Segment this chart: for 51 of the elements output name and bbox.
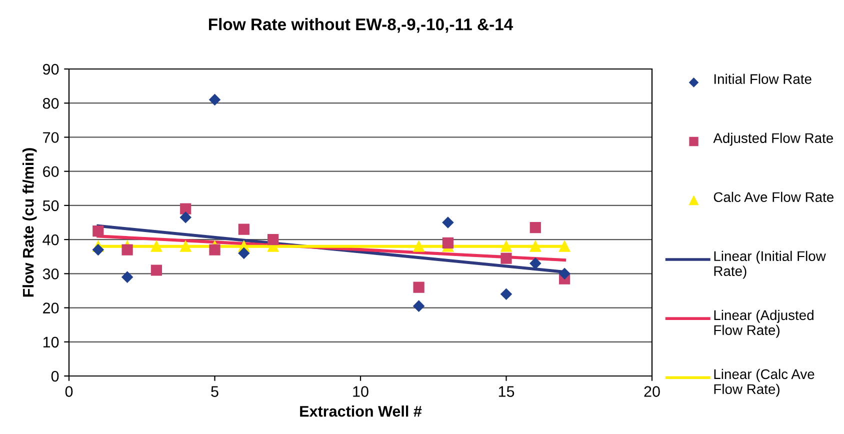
point bbox=[558, 240, 570, 252]
legend-label: Calc Ave Flow Rate bbox=[714, 192, 834, 202]
x-tick-label: 15 bbox=[498, 386, 514, 397]
legend-label: Linear (Adjusted Flow Rate) bbox=[714, 310, 814, 338]
point bbox=[122, 271, 133, 283]
x-axis-title: Extraction Well # bbox=[300, 406, 422, 417]
point bbox=[530, 222, 541, 234]
legend-label: Adjusted Flow Rate bbox=[713, 132, 833, 146]
y-tick-label: 30 bbox=[42, 268, 59, 280]
x-tick-label: 20 bbox=[644, 386, 660, 397]
point bbox=[442, 216, 454, 228]
x-tick-label: 5 bbox=[211, 386, 218, 397]
y-tick-label: 80 bbox=[42, 98, 59, 109]
legend-label: Linear (Initial Flow Rate) bbox=[714, 250, 826, 279]
point bbox=[209, 244, 220, 256]
point bbox=[209, 94, 220, 106]
legend-label: Linear (Calc Ave Flow Rate) bbox=[714, 368, 814, 397]
y-tick-label: 60 bbox=[43, 166, 59, 178]
y-tick-label: 40 bbox=[42, 234, 59, 246]
point bbox=[122, 244, 133, 256]
point bbox=[500, 252, 512, 264]
y-tick-label: 50 bbox=[42, 200, 59, 212]
point bbox=[150, 264, 162, 276]
legend-label: Initial Flow Rate bbox=[714, 74, 812, 84]
point bbox=[442, 237, 454, 249]
chart-title: Flow Rate without EW-8,-9,-10,-11 &-14 bbox=[208, 18, 514, 33]
point bbox=[92, 244, 104, 256]
y-tick-label: 70 bbox=[43, 132, 59, 143]
point bbox=[92, 225, 104, 237]
y-axis-title: Flow Rate (cu ft/min) bbox=[22, 148, 37, 297]
y-tick-label: 90 bbox=[43, 64, 59, 75]
y-tick-label: 0 bbox=[51, 370, 59, 382]
point bbox=[500, 240, 512, 252]
point bbox=[500, 288, 512, 300]
point bbox=[558, 268, 570, 280]
point bbox=[238, 248, 250, 259]
point bbox=[530, 240, 541, 252]
point bbox=[180, 203, 192, 214]
point bbox=[413, 240, 424, 252]
y-tick-label: 20 bbox=[43, 302, 59, 314]
y-tick-label: 10 bbox=[43, 336, 59, 348]
x-tick-label: 0 bbox=[65, 386, 73, 397]
point bbox=[413, 282, 424, 293]
x-tick-label: 10 bbox=[353, 386, 368, 397]
point bbox=[238, 224, 250, 235]
point bbox=[267, 234, 279, 246]
point bbox=[413, 300, 424, 312]
point bbox=[150, 240, 162, 252]
point bbox=[530, 258, 542, 270]
point bbox=[180, 212, 192, 223]
point bbox=[180, 240, 192, 252]
